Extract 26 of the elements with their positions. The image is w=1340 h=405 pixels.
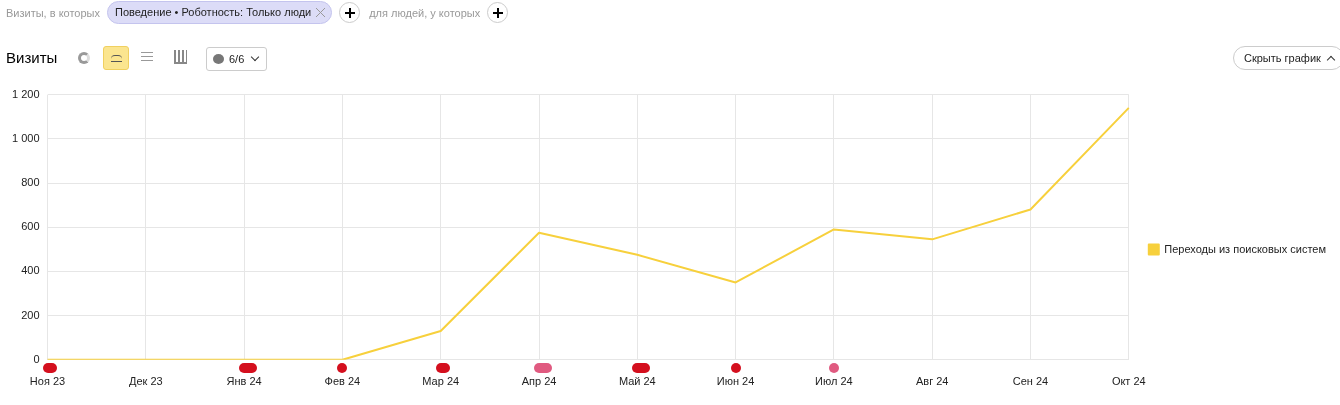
legend-label: Переходы из поисковых систем xyxy=(1164,242,1327,255)
x-tick-label: Янв 24 xyxy=(226,375,262,388)
y-tick-label: 1 200 xyxy=(12,87,40,100)
text: 6/6 xyxy=(206,47,268,71)
chart-title: Визиты xyxy=(6,49,58,66)
x-tick-label: Июл 24 xyxy=(815,375,853,388)
x-tick-label: Апр 24 xyxy=(521,375,557,388)
x-tick-label: Июн 24 xyxy=(716,375,755,388)
x-tick-label: Май 24 xyxy=(618,375,656,388)
x-tick-label: Сен 24 xyxy=(1012,375,1049,388)
y-tick-label: 0 xyxy=(33,352,40,365)
x-tick-label: Окт 24 xyxy=(1111,375,1146,388)
text: Скрыть график xyxy=(1233,46,1340,70)
x-tick-label: Мар 24 xyxy=(422,375,460,388)
x-tick-label: Авг 24 xyxy=(915,375,949,388)
y-tick-label: 800 xyxy=(21,176,40,189)
y-tick-label: 1 000 xyxy=(12,131,40,144)
y-tick-label: 400 xyxy=(21,264,40,277)
text: Визиты, в которых xyxy=(6,6,100,19)
y-tick-label: 200 xyxy=(21,308,40,321)
y-tick-label: 600 xyxy=(21,220,40,233)
x-tick-label: Фев 24 xyxy=(324,375,361,388)
text: для людей, у которых xyxy=(369,6,481,19)
text: Поведение • Роботность: Только люди xyxy=(107,1,333,24)
x-tick-label: Дек 23 xyxy=(128,375,163,388)
x-tick-label: Ноя 23 xyxy=(29,375,66,388)
